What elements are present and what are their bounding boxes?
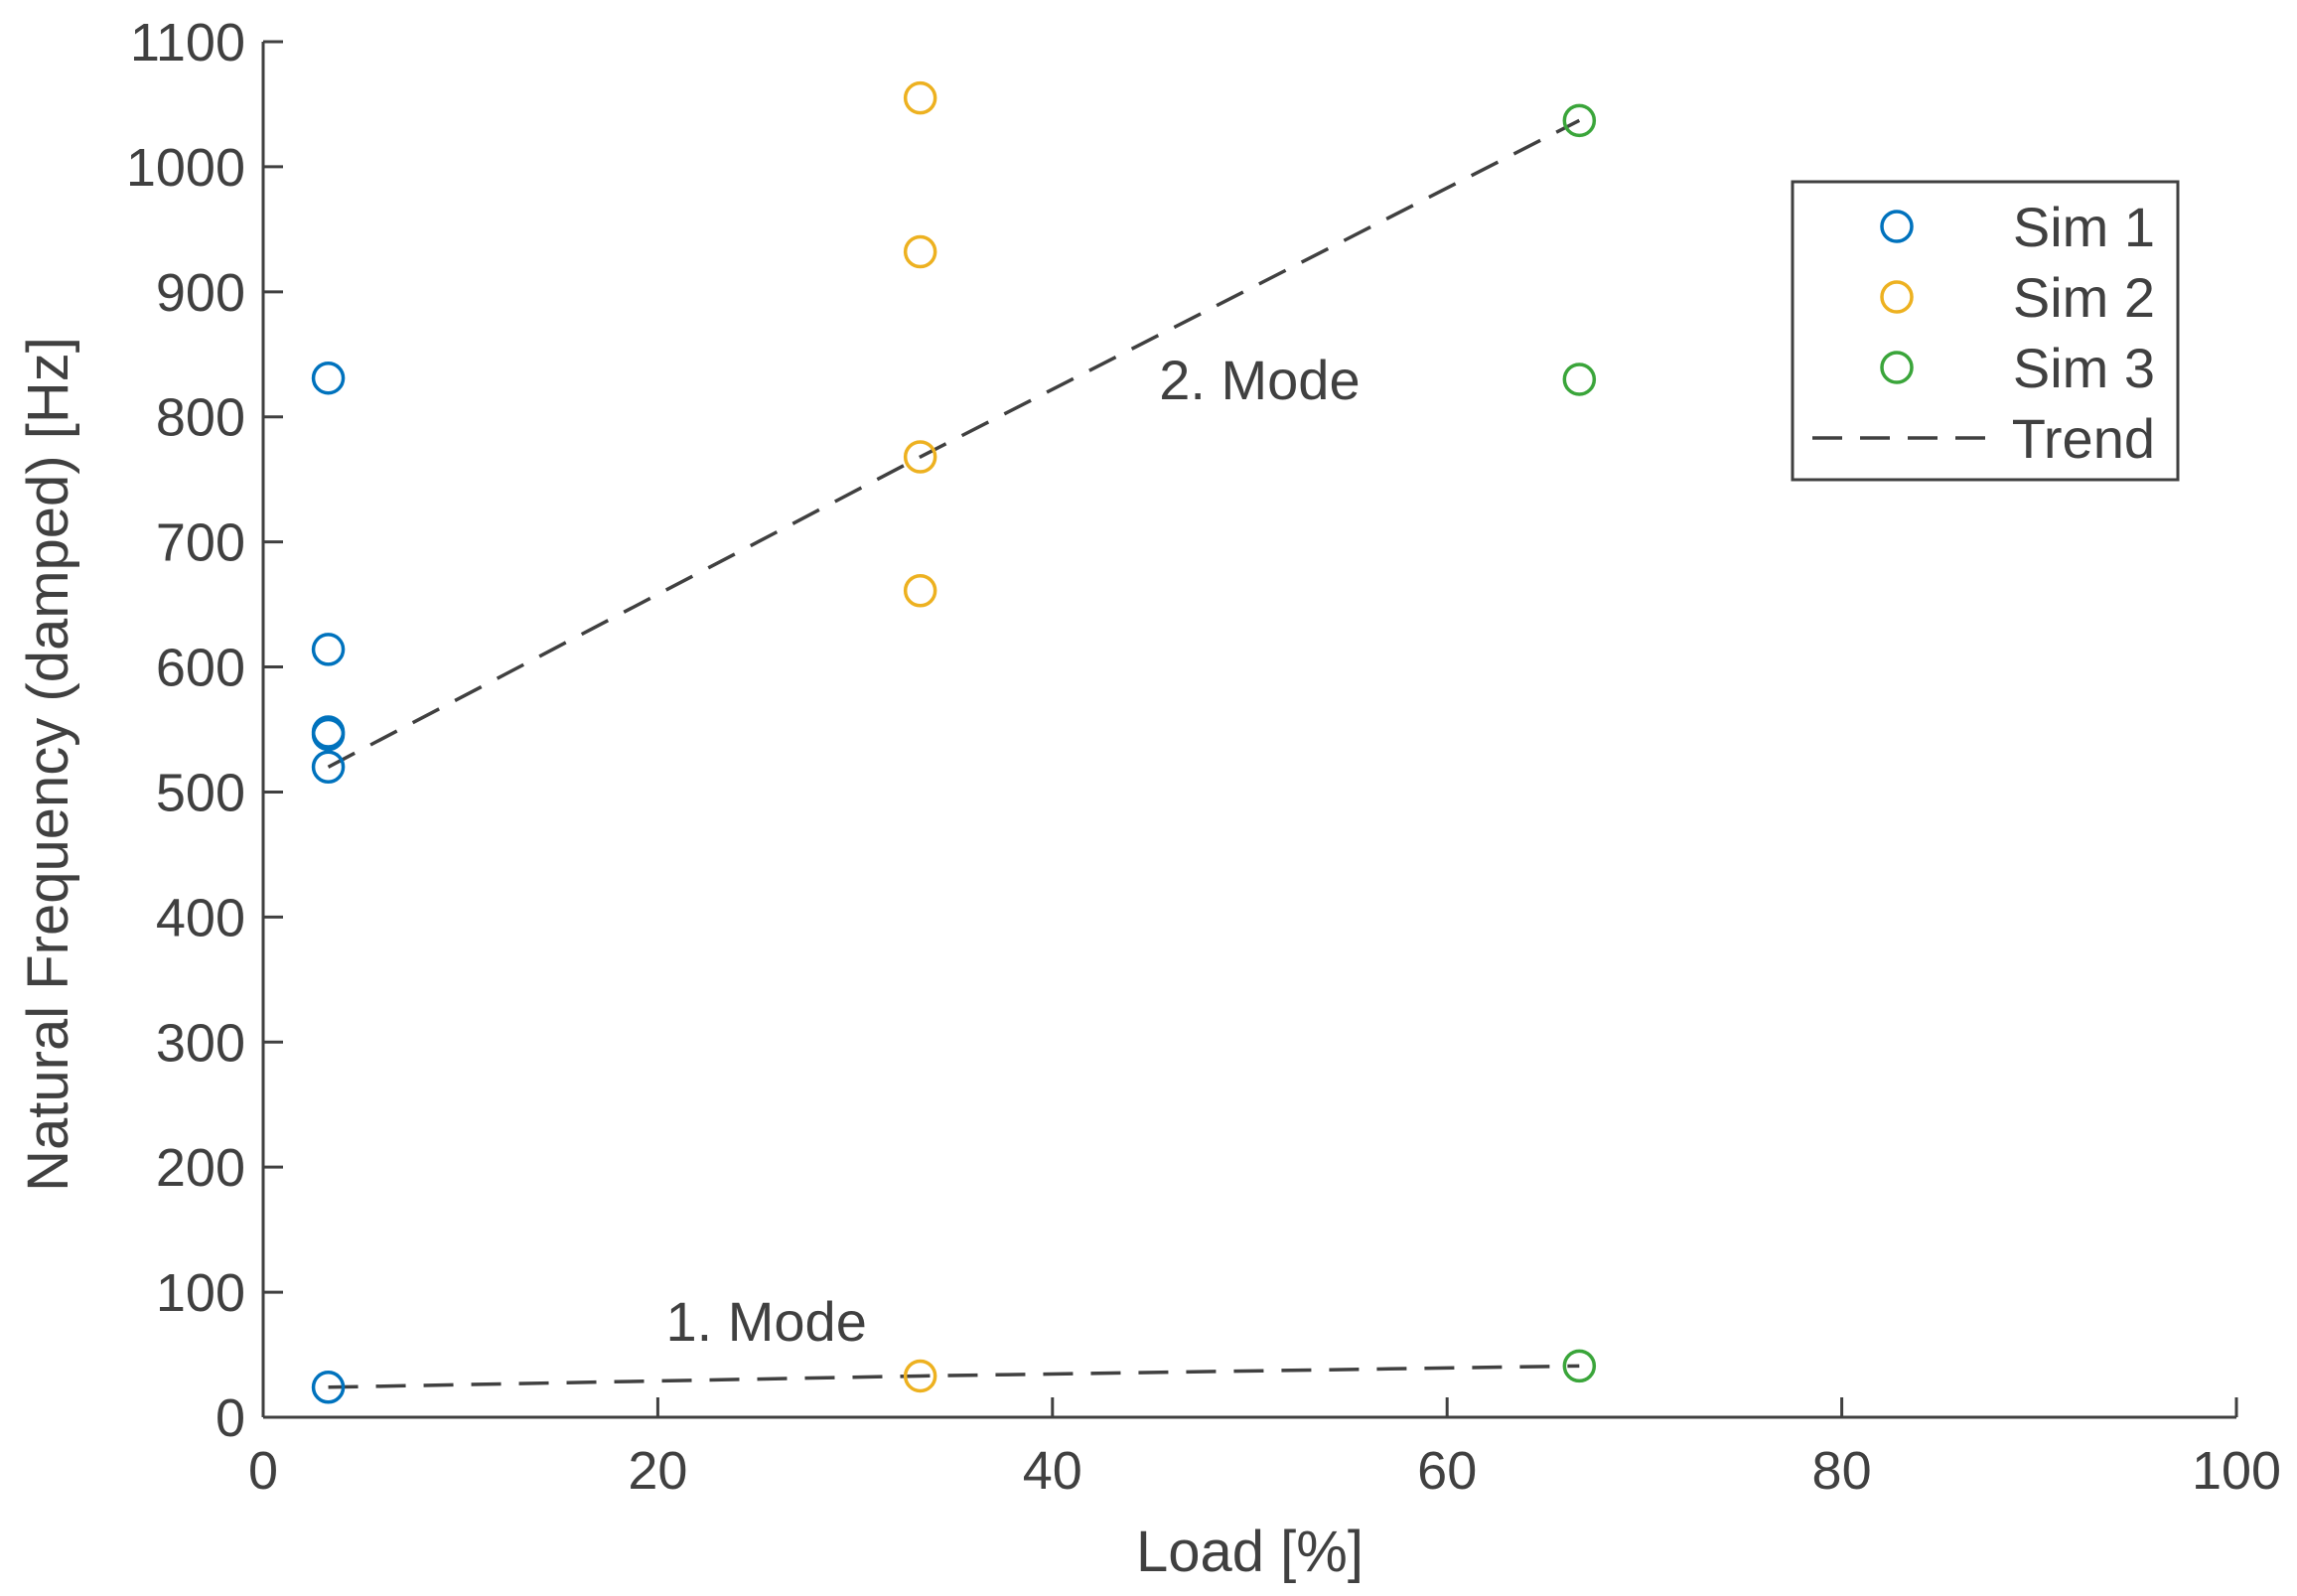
y-tick-label: 700 [156,513,245,573]
axes: 0 20 40 60 80 1000100200300400500600700800900… [16,13,2281,1584]
y-tick-label: 200 [156,1138,245,1198]
data-point-sim-2 [903,234,937,269]
legend-box [1791,180,2180,482]
legend-marker-sim-1 [1880,210,1914,243]
data-point-sim-1 [311,361,346,395]
y-tick-label: 1100 [130,13,245,73]
legend-marker-sim-2 [1880,280,1914,314]
data-point-sim-3 [1562,103,1597,138]
annotation-label: 1. Mode [666,1290,867,1353]
x-tick-label: 80 [1812,1441,1872,1501]
x-tick-label: 0 [248,1441,278,1501]
x-tick-label: 60 [1417,1441,1477,1501]
y-tick-label: 900 [156,263,245,323]
y-tick-label: 800 [156,388,245,448]
legend: Sim 1 Sim 2 Sim 3 Trend [1791,180,2180,482]
legend-label: Sim 3 [2013,337,2155,399]
annotations: 2. Mode 1. Mode [666,349,1361,1353]
y-tick-label: 500 [156,763,245,822]
y-tick-label: 100 [156,1263,245,1323]
y-tick-label: 400 [156,888,245,947]
data-point-sim-2 [903,1359,937,1393]
data-point-sim-1 [311,750,346,785]
data-points [311,80,1597,1404]
y-tick-label: 1000 [126,138,245,198]
trend-line [327,118,1581,769]
trend-lines [327,118,1581,1389]
legend-marker-sim-3 [1880,351,1914,384]
legend-label: Sim 2 [2013,266,2155,329]
data-point-sim-3 [1562,1349,1597,1383]
data-point-sim-2 [903,80,937,115]
x-axis-title: Load [%] [1136,1520,1364,1584]
x-tick-label: 40 [1023,1441,1082,1501]
annotation-label: 2. Mode [1159,349,1360,411]
legend-label: Sim 1 [2013,196,2155,258]
trend-line [328,1364,1580,1389]
data-point-sim-3 [1562,363,1597,396]
data-point-sim-1 [311,1371,346,1404]
legend-label: Trend [2012,407,2155,470]
x-tick-label: 100 [2192,1441,2281,1501]
data-point-sim-2 [903,573,937,608]
data-point-sim-2 [903,440,937,474]
data-point-sim-1 [311,633,346,666]
y-axis-title: Natural Frequency (damped) [Hz] [16,337,80,1192]
y-tick-label: 300 [156,1013,245,1073]
y-tick-label: 600 [156,639,245,698]
x-tick-label: 20 [628,1441,687,1501]
data-point-sim-1 [311,715,346,749]
y-tick-label: 0 [215,1388,245,1448]
